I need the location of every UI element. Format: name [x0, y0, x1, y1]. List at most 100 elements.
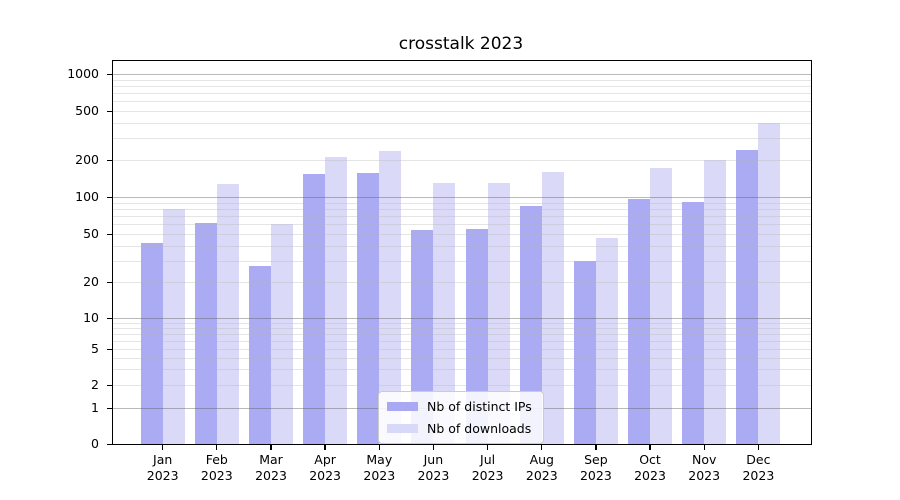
- bar-nb-of-downloads-apr: [325, 157, 348, 444]
- gridline-y-8: [113, 328, 811, 329]
- x-tick-year: 2023: [146, 467, 179, 483]
- x-tick-label-apr: Apr 2023: [293, 452, 357, 483]
- x-tick-may: [378, 444, 380, 450]
- x-tick-label-dec: Dec 2023: [726, 452, 790, 483]
- gridline-y-3: [113, 369, 811, 370]
- bar-nb-of-distinct-ips-mar: [249, 266, 271, 444]
- gridline-y-7: [113, 334, 811, 335]
- y-tick-1: [106, 407, 112, 409]
- y-tick-label-1: 1: [91, 400, 99, 415]
- y-tick-1000: [106, 73, 112, 75]
- gridline-y-30: [113, 261, 811, 262]
- x-tick-nov: [703, 444, 705, 450]
- gridline-y-500: [113, 111, 811, 112]
- y-tick-label-100: 100: [75, 189, 99, 204]
- gridline-y-50: [113, 234, 811, 235]
- gridline-y-400: [113, 123, 811, 124]
- x-tick-sep: [595, 444, 597, 450]
- y-tick-label-1000: 1000: [67, 66, 99, 81]
- y-tick-500: [106, 110, 112, 112]
- y-tick-label-5: 5: [91, 341, 99, 356]
- y-tick-label-200: 200: [75, 152, 99, 167]
- bar-nb-of-downloads-dec: [758, 122, 781, 444]
- bar-nb-of-downloads-sep: [595, 238, 618, 444]
- x-tick-mar: [270, 444, 272, 450]
- x-tick-month: Apr: [314, 452, 336, 467]
- legend-item-distinct-ips: Nb of distinct IPs: [387, 399, 532, 414]
- bar-nb-of-distinct-ips-may: [357, 173, 380, 444]
- bar-nb-of-downloads-jan: [162, 208, 185, 444]
- x-tick-month: Sep: [584, 452, 608, 467]
- x-tick-aug: [541, 444, 543, 450]
- legend-item-downloads: Nb of downloads: [387, 421, 532, 436]
- x-tick-month: Dec: [746, 452, 771, 467]
- gridline-y-90: [113, 203, 811, 204]
- x-tick-label-mar: Mar 2023: [239, 452, 303, 483]
- y-tick-label-20: 20: [83, 274, 99, 289]
- x-tick-year: 2023: [634, 467, 666, 483]
- x-tick-apr: [324, 444, 326, 450]
- x-tick-year: 2023: [255, 467, 287, 483]
- y-tick-10: [106, 317, 112, 319]
- y-tick-50: [106, 233, 112, 235]
- y-tick-0: [106, 443, 112, 445]
- gridline-y-10: [113, 318, 811, 319]
- y-tick-2: [106, 384, 112, 386]
- bar-nb-of-downloads-aug: [541, 171, 564, 444]
- x-tick-year: 2023: [363, 467, 396, 483]
- x-tick-jan: [162, 444, 164, 450]
- gridline-y-200: [113, 160, 811, 161]
- x-tick-year: 2023: [525, 467, 558, 483]
- y-tick-label-10: 10: [83, 310, 99, 325]
- gridline-y-800: [113, 86, 811, 87]
- y-tick-label-0: 0: [91, 436, 99, 451]
- x-tick-label-sep: Sep 2023: [564, 452, 628, 483]
- bar-nb-of-distinct-ips-sep: [573, 260, 596, 444]
- gridline-y-1000: [113, 74, 811, 75]
- x-tick-year: 2023: [200, 467, 233, 483]
- y-tick-label-50: 50: [83, 226, 99, 241]
- gridline-y-80: [113, 209, 811, 210]
- x-tick-label-jan: Jan 2023: [131, 452, 195, 483]
- gridline-y-4: [113, 358, 811, 359]
- bar-nb-of-distinct-ips-oct: [628, 198, 650, 444]
- gridline-y-6: [113, 341, 811, 342]
- gridline-y-20: [113, 282, 811, 283]
- gridline-y-100: [113, 197, 811, 198]
- bar-nb-of-distinct-ips-apr: [303, 174, 326, 444]
- x-tick-jun: [432, 444, 435, 450]
- x-tick-dec: [757, 444, 759, 450]
- x-tick-jul: [486, 444, 489, 450]
- bar-nb-of-distinct-ips-feb: [194, 222, 217, 444]
- x-tick-label-aug: Aug 2023: [510, 452, 574, 483]
- x-tick-year: 2023: [742, 467, 775, 483]
- x-tick-month: Nov: [691, 452, 717, 467]
- x-tick-label-oct: Oct 2023: [618, 452, 682, 483]
- x-tick-year: 2023: [688, 467, 721, 483]
- x-tick-month: Jan: [153, 452, 173, 467]
- plot-area: 1000 500 200 100 50 20 10 5 2 1 0 Jan 2023 Feb 2023 Mar…: [67, 60, 812, 483]
- legend-swatch-downloads: [387, 424, 418, 433]
- gridline-y-600: [113, 101, 811, 102]
- gridline-y-700: [113, 93, 811, 94]
- chart-title: crosstalk 2023: [398, 34, 524, 54]
- gridline-y-60: [113, 224, 811, 225]
- x-tick-month: Jun: [423, 452, 444, 467]
- y-tick-label-2: 2: [91, 377, 99, 392]
- y-tick-20: [106, 281, 112, 283]
- gridline-y-5: [113, 349, 811, 350]
- bars-layer: [113, 61, 811, 444]
- x-tick-label-may: May 2023: [347, 452, 411, 483]
- x-tick-month: Aug: [529, 452, 554, 467]
- bar-nb-of-downloads-feb: [216, 183, 239, 444]
- bar-nb-of-distinct-ips-dec: [736, 150, 759, 444]
- x-tick-label-feb: Feb 2023: [185, 452, 249, 483]
- bar-nb-of-distinct-ips-jan: [140, 243, 163, 444]
- x-tick-year: 2023: [471, 467, 504, 483]
- gridline-y-300: [113, 138, 811, 139]
- x-tick-month: Feb: [205, 452, 228, 467]
- x-tick-year: 2023: [309, 467, 341, 483]
- gridline-y-9: [113, 323, 811, 324]
- x-tick-year: 2023: [579, 467, 612, 483]
